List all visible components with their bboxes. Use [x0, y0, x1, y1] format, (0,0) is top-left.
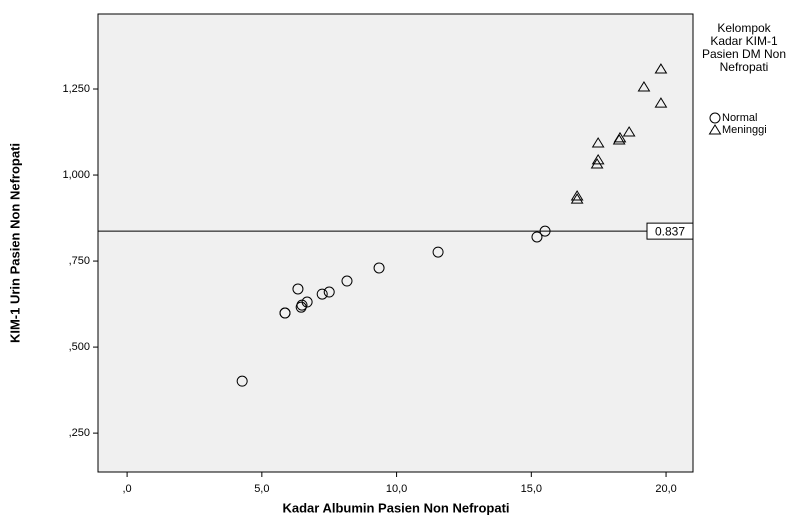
data-point — [622, 126, 636, 137]
data-point — [637, 80, 651, 92]
data-point — [432, 246, 444, 258]
x-axis-title: Kadar Albumin Pasien Non Nefropati — [282, 500, 509, 515]
y-tick-label: ,500 — [69, 341, 90, 353]
data-point — [570, 193, 584, 204]
legend-title: Kelompok Kadar KIM-1 Pasien DM Non Nefro… — [701, 21, 787, 74]
data-point — [613, 131, 627, 143]
data-point — [292, 283, 304, 295]
y-tick-label: 1,000 — [62, 169, 90, 181]
reference-label: 0.837 — [655, 224, 685, 238]
legend-label: Normal — [722, 112, 757, 124]
data-point — [531, 231, 543, 243]
data-point — [316, 288, 328, 300]
x-tick-label: 10,0 — [386, 483, 407, 495]
reference-label-box — [646, 222, 694, 240]
data-point — [236, 375, 248, 387]
legend-label: Meninggi — [722, 124, 767, 136]
data-point — [654, 97, 668, 108]
data-point — [373, 262, 385, 274]
data-point — [654, 63, 668, 74]
plot-area — [97, 13, 694, 473]
x-tick-label: 5,0 — [254, 483, 269, 495]
y-axis-title: KIM-1 Urin Pasien Non Nefropati — [7, 143, 22, 343]
x-tick-label: 15,0 — [521, 483, 542, 495]
legend-marker — [708, 124, 722, 135]
y-tick-label: ,250 — [69, 427, 90, 439]
legend-marker — [709, 112, 721, 124]
data-point — [323, 286, 335, 298]
data-point — [341, 275, 353, 287]
data-point — [570, 190, 584, 201]
data-point — [591, 153, 605, 165]
x-tick-label: 20,0 — [655, 483, 676, 495]
data-point — [539, 225, 551, 237]
y-tick-label: 1,250 — [62, 83, 90, 95]
y-tick-label: ,750 — [69, 255, 90, 267]
data-point — [591, 137, 605, 148]
x-tick-label: ,0 — [123, 483, 132, 495]
data-point — [279, 307, 291, 319]
data-point — [301, 296, 313, 308]
